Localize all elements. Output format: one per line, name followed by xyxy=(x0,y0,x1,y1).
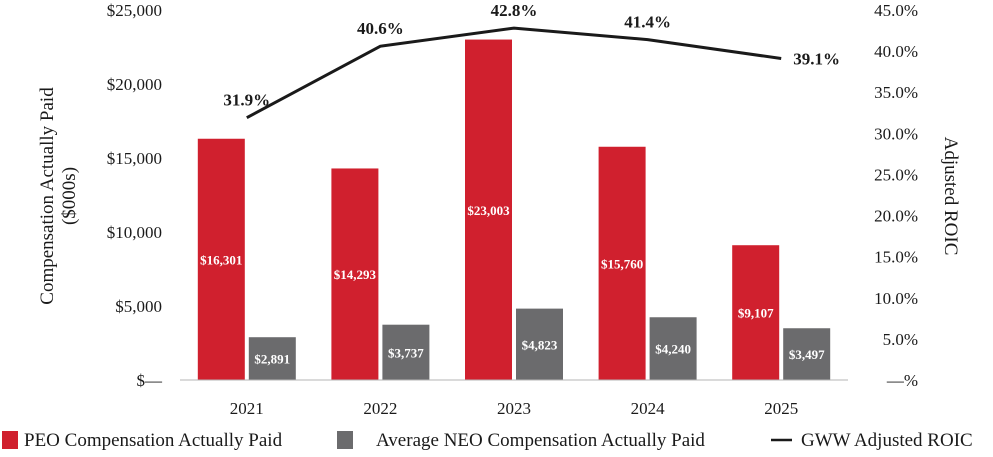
y2-tick-label: —% xyxy=(886,371,918,390)
x-axis-ticks: 2021 2022 2023 2024 2025 xyxy=(230,399,798,418)
line-value-label: 39.1% xyxy=(793,50,840,69)
bar-value-label-neo: $4,240 xyxy=(655,342,691,357)
bar-value-label-neo: $4,823 xyxy=(522,337,558,352)
x-tick-label: 2021 xyxy=(230,399,264,418)
bar-value-label-peo: $16,301 xyxy=(200,252,242,267)
right-axis-ticks: —% 5.0% 10.0% 15.0% 20.0% 25.0% 30.0% 35.0% 40.0… xyxy=(874,1,918,390)
bar-peo xyxy=(331,168,379,380)
bar-value-label-neo: $3,497 xyxy=(789,347,825,362)
bar-peo xyxy=(197,138,245,380)
legend: PEO Compensation Actually Paid Average N… xyxy=(2,430,973,451)
bar-neo xyxy=(783,328,831,380)
bar-value-label-peo: $9,107 xyxy=(738,306,774,321)
x-tick-label: 2023 xyxy=(497,399,531,418)
left-axis-ticks: $— $5,000 $10,000 $15,000 $20,000 $25,000 xyxy=(107,1,163,390)
y-tick-label: $20,000 xyxy=(107,75,162,94)
bar-neo xyxy=(649,317,697,380)
y-tick-label: $5,000 xyxy=(115,297,162,316)
legend-swatch-peo xyxy=(2,431,18,449)
x-tick-label: 2025 xyxy=(764,399,798,418)
y2-tick-label: 40.0% xyxy=(874,42,918,61)
bar-neo xyxy=(382,324,430,380)
bars-layer: $16,301 $2,891 $14,293 $3,737 $23,003 $4,823 $… xyxy=(197,39,831,380)
y2-tick-label: 15.0% xyxy=(874,248,918,267)
y-axis-title-line-2: ($000s) xyxy=(59,167,80,225)
legend-swatch-neo xyxy=(337,431,353,449)
y-tick-label: $15,000 xyxy=(107,149,162,168)
line-roic xyxy=(246,26,782,120)
y2-tick-label: 30.0% xyxy=(874,124,918,143)
bar-value-label-peo: $23,003 xyxy=(467,203,510,218)
legend-label-neo: Average NEO Compensation Actually Paid xyxy=(376,430,705,451)
bar-peo xyxy=(598,146,646,380)
line-value-label: 42.8% xyxy=(491,1,538,20)
y2-tick-label: 45.0% xyxy=(874,1,918,20)
legend-label-roic: GWW Adjusted ROIC xyxy=(801,430,973,451)
x-tick-label: 2022 xyxy=(363,399,397,418)
bar-peo xyxy=(732,245,780,380)
y-tick-label: $25,000 xyxy=(107,1,162,20)
y2-tick-label: 35.0% xyxy=(874,83,918,102)
bar-value-label-peo: $14,293 xyxy=(334,267,377,282)
y-axis-title-line-1: Compensation Actually Paid xyxy=(37,87,58,305)
bar-neo xyxy=(248,337,296,380)
bar-value-label-neo: $2,891 xyxy=(254,352,290,367)
bar-value-label-neo: $3,737 xyxy=(388,345,424,360)
y2-tick-label: 20.0% xyxy=(874,207,918,226)
y-tick-label: $10,000 xyxy=(107,223,162,242)
legend-label-peo: PEO Compensation Actually Paid xyxy=(24,430,283,451)
line-layer: 31.9% 40.6% 42.8% 41.4% 39.1% xyxy=(223,1,840,120)
x-tick-label: 2024 xyxy=(631,399,666,418)
bar-neo xyxy=(516,308,563,380)
bar-peo xyxy=(465,39,512,380)
bar-value-label-peo: $15,760 xyxy=(601,256,643,271)
y2-axis-title: Adjusted ROIC xyxy=(940,137,961,256)
y2-tick-label: 25.0% xyxy=(874,165,918,184)
line-value-label: 31.9% xyxy=(223,91,270,110)
line-value-label: 40.6% xyxy=(357,19,404,38)
line-value-label: 41.4% xyxy=(624,13,671,32)
y2-tick-label: 5.0% xyxy=(883,330,918,349)
y-tick-label: $— xyxy=(137,371,164,390)
y2-tick-label: 10.0% xyxy=(874,289,918,308)
